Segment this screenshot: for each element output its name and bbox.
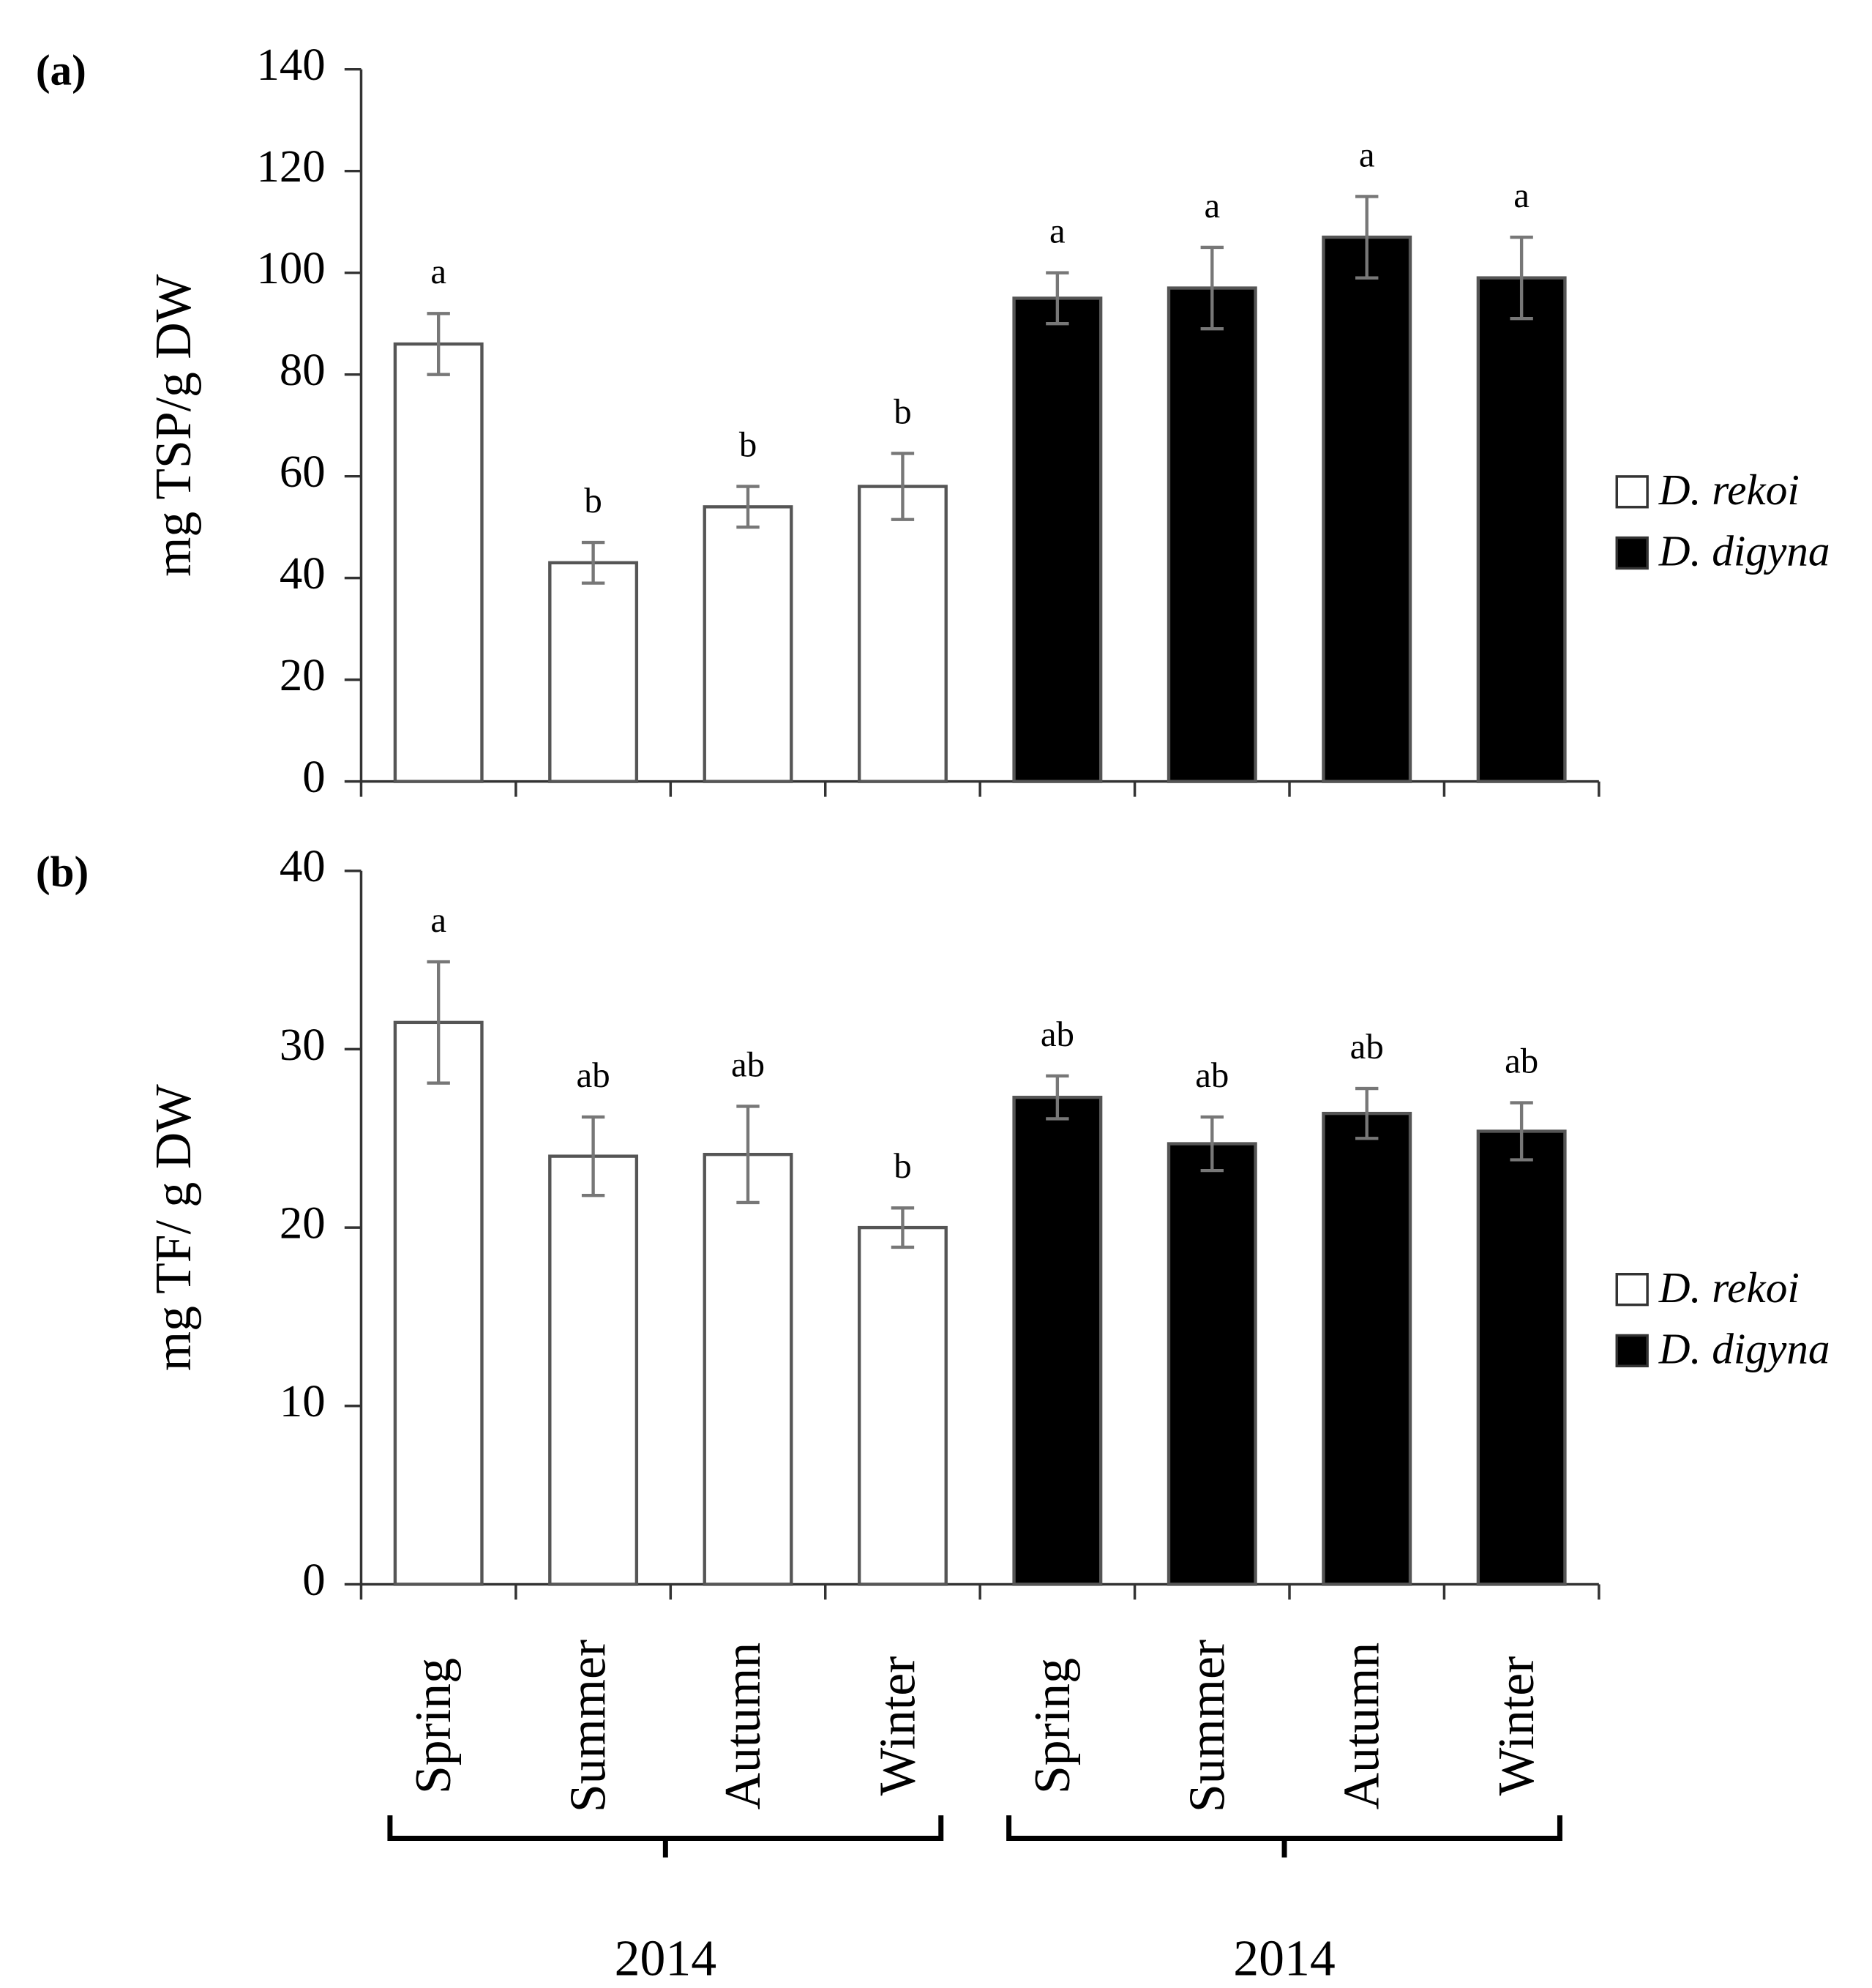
significance-letter: ab [1505, 1040, 1538, 1080]
bar [393, 342, 484, 783]
y-tick-label: 10 [280, 1375, 326, 1427]
error-bar [1046, 271, 1069, 326]
significance-letter: ab [577, 1055, 610, 1095]
error-bar [1200, 1115, 1224, 1173]
significance-letter: b [584, 480, 602, 520]
y-tick-label: 20 [280, 649, 326, 700]
panel-label: (b) [36, 847, 89, 895]
bar [548, 561, 639, 783]
y-tick-label: 60 [280, 446, 326, 497]
significance-letter: b [894, 1146, 911, 1186]
panel-label: (a) [36, 45, 86, 94]
significance-letter: ab [1195, 1055, 1229, 1095]
error-bar [427, 960, 450, 1085]
error-bar [1355, 195, 1379, 280]
y-tick-label: 30 [280, 1019, 326, 1070]
bar [1476, 276, 1567, 783]
bar [548, 1154, 639, 1586]
legend-label: D. digyna [1658, 527, 1830, 575]
error-bar [891, 452, 915, 521]
significance-letter: a [1049, 211, 1066, 251]
y-tick-label: 80 [280, 344, 326, 395]
x-tick-label: Autumn [1334, 1643, 1390, 1810]
significance-letter: ab [1041, 1014, 1074, 1054]
x-tick-label: Spring [1025, 1658, 1081, 1794]
group-label: 2014 [1233, 1930, 1335, 1987]
bar [857, 1225, 948, 1586]
significance-letter: ab [731, 1044, 765, 1084]
y-tick-label: 0 [302, 1554, 325, 1605]
y-tick-label: 0 [302, 751, 325, 802]
x-tick-label: Winter [1489, 1656, 1545, 1796]
error-bar [1355, 1086, 1379, 1140]
bar [1012, 296, 1103, 783]
error-bar [736, 485, 760, 529]
legend-label: D. rekoi [1658, 466, 1800, 514]
legend-swatch [1615, 475, 1649, 509]
bar [703, 1153, 793, 1586]
y-tick-label: 40 [280, 840, 326, 892]
y-tick-label: 40 [280, 548, 326, 599]
bar [1322, 235, 1412, 783]
bar [1012, 1096, 1103, 1586]
bar [393, 1020, 484, 1586]
significance-letter: b [894, 391, 911, 431]
bar [1322, 1111, 1412, 1586]
x-tick-label: Summer [1179, 1640, 1235, 1812]
y-axis-label: mg TF/ g DW [146, 1084, 202, 1371]
bar [1167, 286, 1257, 783]
x-tick-label: Winter [869, 1656, 926, 1796]
y-tick-label: 120 [256, 141, 325, 192]
legend-swatch [1615, 1334, 1649, 1368]
error-bar [581, 1115, 605, 1197]
bar [1167, 1142, 1257, 1586]
bar [857, 485, 948, 783]
legend-swatch [1615, 536, 1649, 570]
bar [1476, 1129, 1567, 1586]
legend-swatch [1615, 1272, 1649, 1307]
x-tick-label: Autumn [715, 1643, 771, 1810]
group-bracket [387, 1815, 944, 1858]
y-tick-label: 20 [280, 1197, 326, 1249]
error-bar [1510, 235, 1533, 321]
group-label: 2014 [615, 1930, 716, 1987]
error-bar [891, 1206, 915, 1249]
group-bracket [1006, 1815, 1562, 1858]
significance-letter: b [739, 424, 757, 464]
error-bar [427, 312, 450, 376]
bar [703, 505, 793, 783]
significance-letter: a [1513, 175, 1530, 215]
x-tick-label: Spring [405, 1658, 462, 1794]
error-bar [1046, 1074, 1069, 1121]
y-axis-label: mg TSP/g DW [146, 274, 202, 576]
significance-letter: a [1359, 134, 1375, 174]
error-bar [736, 1105, 760, 1205]
significance-letter: a [430, 251, 446, 291]
x-tick-label: Summer [561, 1640, 617, 1812]
error-bar [1200, 245, 1224, 331]
legend-label: D. rekoi [1658, 1263, 1800, 1312]
error-bar [581, 540, 605, 585]
y-tick-label: 140 [256, 39, 325, 90]
significance-letter: ab [1350, 1026, 1384, 1066]
significance-letter: a [1204, 185, 1220, 225]
y-tick-label: 100 [256, 242, 325, 294]
error-bar [1510, 1101, 1533, 1162]
significance-letter: a [430, 900, 446, 940]
legend-label: D. digyna [1658, 1324, 1830, 1372]
